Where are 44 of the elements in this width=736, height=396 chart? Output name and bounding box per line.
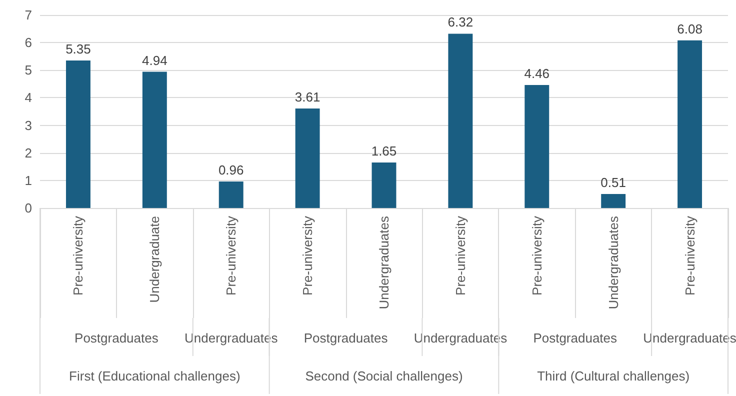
data-label: 4.46 — [524, 66, 550, 82]
text: Postgraduates — [304, 330, 388, 346]
x-tick-label: Pre-university — [452, 216, 468, 296]
data-label: 1.65 — [371, 144, 397, 159]
bar — [524, 85, 550, 208]
data-label: 0.51 — [600, 174, 626, 190]
text: Third (Cultural challenges) — [537, 368, 690, 384]
x-tick-label: Pre-university — [224, 216, 239, 296]
y-tick-label: 2 — [24, 145, 32, 160]
data-label: 6.32 — [448, 14, 474, 30]
text: Undergraduates — [643, 330, 736, 346]
bar — [295, 108, 320, 208]
y-tick-label: 7 — [24, 8, 32, 22]
text: Postgraduates — [74, 330, 159, 346]
text: Postgraduates — [533, 330, 618, 346]
x-tick-label: Pre-university — [70, 216, 86, 296]
data-label: 6.08 — [677, 21, 702, 36]
bar — [601, 194, 626, 208]
bar — [372, 162, 396, 208]
bar — [142, 72, 167, 208]
x-tick-label: Pre-university — [300, 216, 316, 296]
text: Second (Social challenges) — [305, 368, 463, 384]
bar — [448, 34, 473, 208]
data-label: 0.96 — [218, 162, 244, 178]
text: First (Educational challenges) — [69, 368, 240, 384]
bar — [218, 182, 244, 208]
x-tick-label: Undergraduates — [376, 216, 392, 310]
bar — [66, 60, 90, 208]
y-tick-label: 0 — [24, 200, 32, 216]
x-tick-label: Pre-university — [682, 216, 698, 296]
bar — [678, 40, 702, 208]
data-label: 3.61 — [294, 89, 320, 104]
data-label: 5.35 — [66, 41, 91, 56]
y-tick-label: 6 — [24, 35, 32, 50]
x-tick-label: Pre-university — [529, 216, 544, 296]
y-tick-label: 3 — [24, 118, 32, 133]
y-tick-label: 1 — [24, 172, 32, 188]
text: Undergraduates — [414, 330, 508, 346]
x-tick-label: Undergraduate — [147, 216, 162, 303]
text: Undergraduates — [184, 330, 278, 346]
x-tick-label: Undergraduates — [606, 216, 621, 310]
y-tick-label: 4 — [24, 90, 32, 106]
y-tick-label: 5 — [24, 62, 32, 78]
data-label: 4.94 — [142, 52, 168, 68]
